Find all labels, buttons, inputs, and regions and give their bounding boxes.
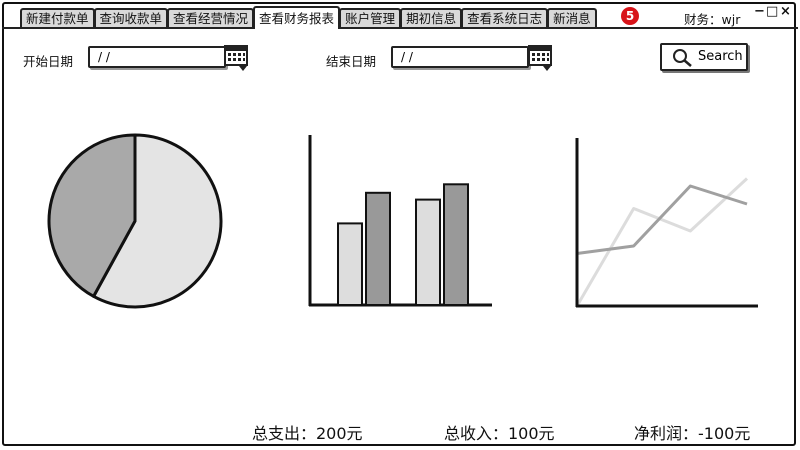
pie-chart bbox=[47, 133, 223, 309]
calendar-icon[interactable] bbox=[224, 44, 250, 72]
tab-divider bbox=[2, 27, 798, 29]
user-label: 财务：wjr bbox=[684, 12, 741, 27]
total-income: 总收入：100元 bbox=[444, 424, 555, 443]
calendar-icon[interactable] bbox=[528, 44, 554, 72]
bar bbox=[443, 183, 469, 306]
tab-initial-info[interactable]: 期初信息 bbox=[400, 8, 463, 29]
start-date-label: 开始日期 bbox=[23, 54, 74, 69]
search-label: Search bbox=[698, 49, 743, 64]
bar bbox=[337, 222, 363, 306]
tab-business-status[interactable]: 查看经营情况 bbox=[167, 8, 255, 29]
bar-chart bbox=[308, 135, 492, 307]
tab-query-receipt[interactable]: 查询收款单 bbox=[93, 8, 169, 29]
restore-icon[interactable]: □ bbox=[766, 4, 779, 19]
tab-new-messages[interactable]: 新消息 bbox=[547, 8, 597, 29]
total-expense: 总支出：200元 bbox=[252, 424, 363, 443]
magnifier-icon bbox=[673, 49, 692, 67]
line-series bbox=[575, 177, 749, 307]
end-date-input[interactable]: / / bbox=[391, 46, 529, 68]
search-button[interactable]: Search bbox=[660, 43, 748, 71]
net-profit: 净利润：-100元 bbox=[634, 424, 751, 443]
pie-slice bbox=[47, 133, 137, 298]
notification-badge[interactable]: 5 bbox=[621, 7, 639, 25]
tab-new-payment[interactable]: 新建付款单 bbox=[20, 8, 95, 29]
tab-financial-report[interactable]: 查看财务报表 bbox=[253, 6, 341, 29]
line-series bbox=[576, 184, 748, 255]
bar bbox=[415, 198, 441, 306]
minimize-icon[interactable]: − bbox=[754, 4, 765, 19]
start-date-input[interactable]: / / bbox=[88, 46, 226, 68]
end-date-label: 结束日期 bbox=[326, 54, 377, 69]
tab-bar: 新建付款单 查询收款单 查看经营情况 查看财务报表 账户管理 期初信息 查看系统… bbox=[20, 6, 597, 29]
close-icon[interactable]: × bbox=[780, 4, 791, 19]
line-chart bbox=[575, 138, 758, 308]
bar bbox=[365, 191, 391, 306]
tab-account-management[interactable]: 账户管理 bbox=[339, 8, 402, 29]
tab-system-log[interactable]: 查看系统日志 bbox=[461, 8, 549, 29]
pie-slice bbox=[92, 133, 223, 309]
